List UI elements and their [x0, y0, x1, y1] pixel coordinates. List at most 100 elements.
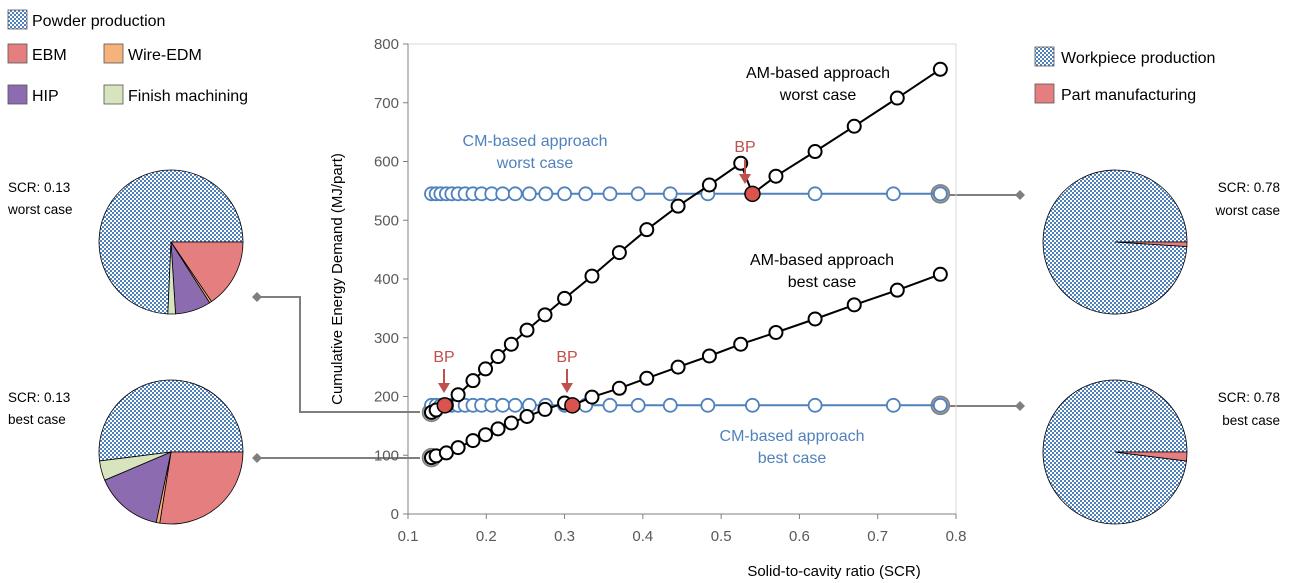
series-point-3 — [537, 401, 553, 417]
pie-slice-powder-production — [98, 379, 244, 462]
connector-bottom-left-end — [252, 453, 262, 463]
annotation-am-worst-line1: AM-based approach — [746, 65, 890, 82]
legend-label-ebm: EBM — [32, 47, 67, 64]
legend-swatch-workpiece-production — [1034, 46, 1055, 67]
pie-label-top-left-scr: SCR: 0.13 — [8, 180, 70, 195]
x-tick-label: 0.6 — [789, 528, 810, 545]
connector-bottom-right-end — [1015, 401, 1025, 411]
series-point-2 — [450, 387, 466, 403]
series-point-2 — [670, 198, 686, 214]
bp-arrow-mid-head — [561, 383, 573, 393]
series-point-3 — [503, 415, 519, 431]
series-point-1 — [495, 397, 511, 413]
series-point-2 — [519, 322, 535, 338]
pie-slice-hip — [104, 451, 172, 523]
pie-label-top-right-scr: SCR: 0.78 — [1218, 180, 1280, 195]
legend-label-workpiece-production: Workpiece production — [1061, 50, 1215, 67]
annotation-cm-best-line2: best case — [758, 450, 827, 467]
y-ticks: 0 100 200 300 400 500 600 700 800 — [374, 36, 408, 523]
series-point-2 — [846, 118, 862, 134]
legend-swatch-powder-production — [7, 9, 28, 30]
series-point-3 — [701, 348, 717, 364]
pie-label-bottom-right-scr: SCR: 0.78 — [1218, 390, 1280, 405]
series-point-3 — [611, 380, 627, 396]
series-point-1 — [885, 397, 901, 413]
x-tick-label: 0.5 — [711, 528, 732, 545]
y-axis-label: Cumulative Energy Demand (MJ/part) — [329, 153, 346, 405]
series-point-0 — [885, 186, 901, 202]
y-tick-label: 0 — [391, 506, 399, 523]
x-tick-label: 0.1 — [398, 528, 419, 545]
legend-label-hip: HIP — [32, 88, 59, 105]
x-tick-label: 0.3 — [554, 528, 575, 545]
x-tick-label: 0.2 — [476, 528, 497, 545]
series-point-3 — [889, 282, 905, 298]
series-point-2 — [478, 361, 494, 377]
break-even-point — [744, 185, 761, 203]
annotation-cm-worst-line1: CM-based approach — [463, 133, 608, 150]
series-point-0 — [662, 186, 678, 202]
series-point-0 — [521, 186, 537, 202]
series-point-3 — [670, 359, 686, 375]
bp-label-top: BP — [734, 139, 755, 156]
break-even-point — [436, 397, 454, 414]
connector-top-right-end — [1015, 190, 1025, 200]
series-point-3 — [519, 408, 535, 424]
series-point-0 — [507, 186, 523, 202]
x-tick-label: 0.8 — [946, 528, 967, 545]
bp-label-mid: BP — [556, 349, 577, 366]
series-point-2 — [639, 222, 655, 238]
bp-arrow-top — [739, 160, 751, 184]
bp-arrow-top-head — [739, 174, 751, 184]
legend-label-part-manufacturing: Part manufacturing — [1061, 87, 1196, 104]
series-point-3 — [450, 440, 466, 456]
annotation-cm-best-line1: CM-based approach — [720, 428, 865, 445]
legend-swatch-hip — [7, 84, 28, 105]
series-point-2 — [733, 155, 749, 171]
series-point-2 — [584, 268, 600, 284]
series-point-2 — [537, 307, 553, 323]
pie-label-top-left-case: worst case — [7, 202, 73, 217]
break-even-point — [564, 397, 581, 414]
x-tick-label: 0.4 — [632, 528, 653, 545]
y-tick-label: 400 — [374, 271, 399, 288]
x-ticks: 0.1 0.2 0.3 0.4 0.5 0.6 0.7 0.8 — [398, 514, 967, 545]
pie-bottom-right — [1042, 379, 1188, 525]
series-point-2 — [768, 168, 784, 184]
pie-label-bottom-left-scr: SCR: 0.13 — [8, 390, 70, 405]
pie-bottom-left — [98, 379, 244, 525]
pie-label-top-right-case: worst case — [1214, 203, 1280, 218]
annotation-cm-worst-line2: worst case — [496, 155, 574, 172]
annotation-am-best-line1: AM-based approach — [750, 252, 894, 269]
series-point-2 — [503, 336, 519, 352]
legend-left: Powder production EBM Wire-EDM HIP Finis… — [7, 9, 248, 105]
legend-swatch-finish-machining — [103, 84, 124, 105]
series-point-2 — [932, 61, 948, 77]
pie-slice-part-manufacturing — [1114, 241, 1188, 247]
series-point-2 — [490, 349, 506, 365]
series-point-3 — [733, 336, 749, 352]
bp-arrow-mid — [561, 369, 573, 393]
bp-arrow-left — [438, 369, 450, 393]
pie-slice-ebm — [159, 451, 244, 525]
series-point-3 — [807, 311, 823, 327]
legend-right: Workpiece production Part manufacturing — [1034, 46, 1215, 104]
legend-swatch-part-manufacturing — [1034, 83, 1055, 104]
pie-label-bottom-right-case: best case — [1222, 413, 1280, 428]
y-tick-label: 500 — [374, 212, 399, 229]
series-point-1 — [602, 397, 618, 413]
connector-top-left — [256, 296, 420, 413]
pie-slice-finish-machining — [99, 451, 172, 481]
annotation-am-best-line2: best case — [788, 274, 857, 291]
series-point-3 — [584, 389, 600, 405]
pie-top-left — [98, 169, 244, 315]
legend-swatch-ebm — [7, 43, 28, 64]
series-point-1 — [630, 397, 646, 413]
series-point-2 — [557, 290, 573, 306]
series-point-1 — [745, 397, 760, 413]
legend-label-powder-production: Powder production — [32, 13, 165, 30]
pie-top-right — [1042, 169, 1188, 315]
series-point-3 — [490, 421, 506, 437]
series-point-3 — [846, 297, 862, 313]
